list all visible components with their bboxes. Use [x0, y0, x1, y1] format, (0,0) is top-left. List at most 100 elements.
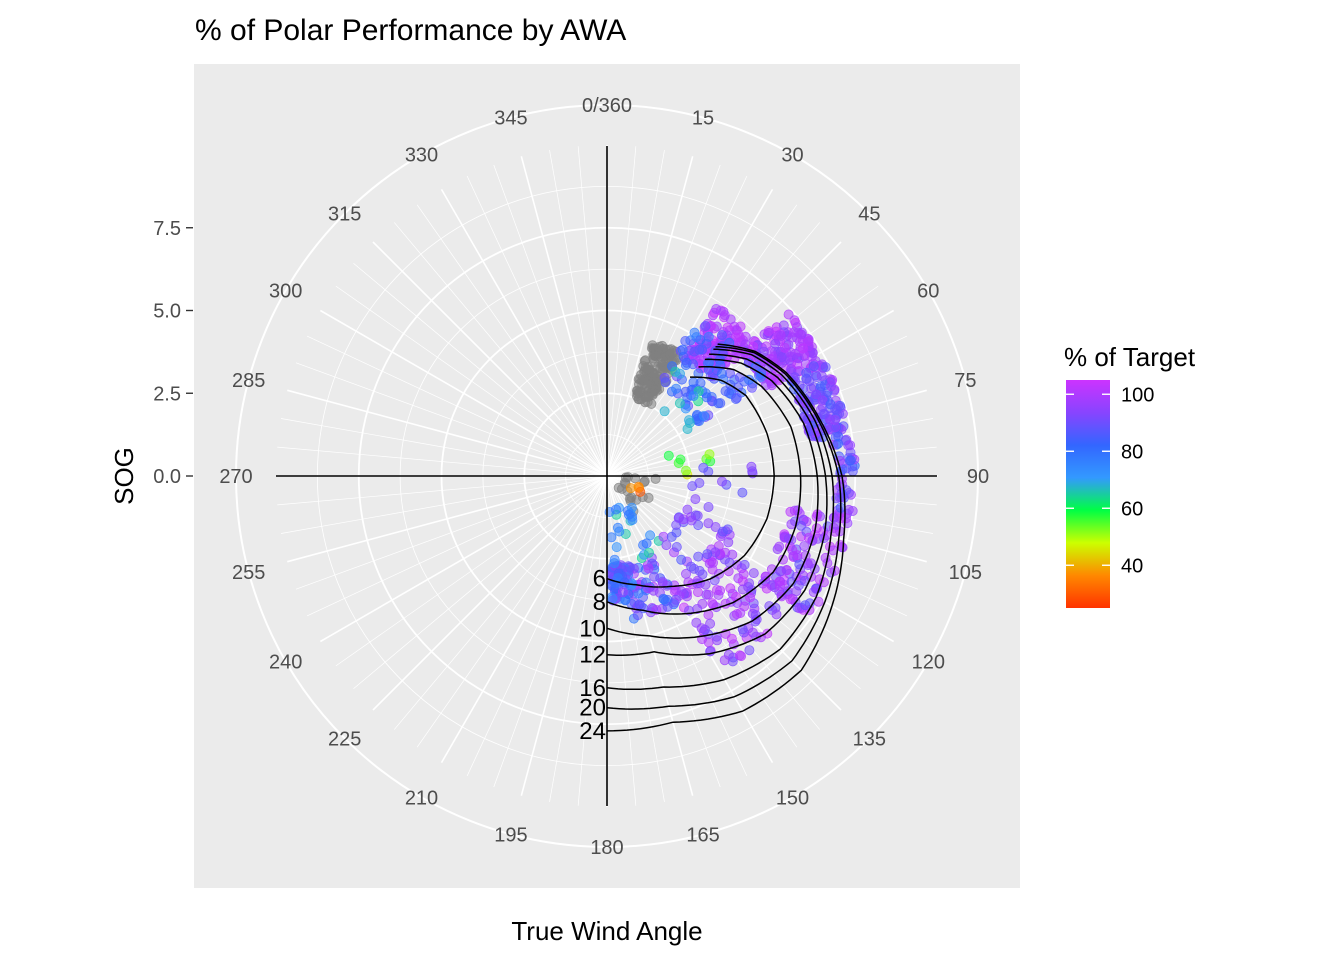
angle-label: 225 [328, 728, 361, 750]
data-point [623, 509, 634, 520]
data-point [671, 383, 682, 394]
grid-spoke [416, 475, 608, 748]
data-point [684, 415, 695, 426]
angle-label: 15 [692, 108, 714, 130]
data-point [690, 494, 701, 505]
grid-spoke [606, 309, 895, 477]
y-tick-label: 7.5 [153, 218, 181, 240]
data-point [803, 335, 814, 346]
angle-label: 60 [917, 281, 939, 303]
data-point [751, 614, 762, 625]
data-point [830, 404, 841, 415]
polar-curve-line [606, 376, 775, 588]
data-point [646, 398, 657, 409]
data-point [686, 561, 697, 572]
grid-spoke [295, 362, 608, 477]
data-point [677, 344, 688, 355]
polar-curve-line [606, 353, 828, 656]
grid-spoke [440, 475, 608, 764]
grid-spoke [393, 475, 608, 730]
data-point [701, 392, 712, 403]
data-point [719, 655, 730, 666]
y-axis-title: SOG [109, 447, 139, 505]
angle-label: 300 [269, 281, 302, 303]
data-point [811, 389, 822, 400]
data-point [712, 635, 723, 646]
grid-spoke [280, 475, 608, 534]
data-point [670, 594, 681, 605]
grid-spoke [393, 222, 608, 477]
data-point [847, 466, 858, 477]
data-point [635, 374, 646, 385]
grid-spoke [277, 475, 608, 506]
data-point [689, 346, 700, 357]
legend-ticks: 40 60 80 100 [1066, 384, 1154, 577]
grid-spoke [440, 188, 608, 477]
data-point [653, 361, 664, 372]
polar-curve-label: 12 [579, 642, 606, 669]
angle-label: 90 [967, 466, 989, 488]
legend-tick-label: 80 [1121, 441, 1143, 463]
grid-spoke [577, 146, 608, 477]
data-point [711, 303, 722, 314]
data-point [680, 335, 691, 346]
data-point [666, 531, 677, 542]
angle-label: 315 [328, 204, 361, 226]
data-point [776, 566, 787, 577]
legend-tick-label: 60 [1121, 498, 1143, 520]
crosshair-axes [276, 146, 937, 806]
data-point [776, 352, 787, 363]
polar-curve-label: 6 [593, 566, 606, 593]
data-point [800, 600, 811, 611]
color-legend: % of Target 40 60 80 100 [1064, 342, 1196, 608]
grid-spoke [606, 475, 895, 643]
polar-curve-line [606, 348, 835, 691]
data-point [703, 358, 714, 369]
data-point [634, 599, 645, 610]
data-point [606, 532, 617, 543]
data-point [815, 381, 826, 392]
data-point [697, 569, 708, 580]
data-point [681, 568, 692, 579]
data-point [686, 515, 697, 526]
angle-label: 120 [912, 652, 945, 674]
data-point [703, 637, 714, 648]
data-point [775, 580, 786, 591]
data-point [693, 368, 704, 379]
grid-spoke [606, 475, 637, 806]
data-point [624, 493, 635, 504]
data-point [632, 391, 643, 402]
grid-spoke [549, 149, 608, 477]
data-point [611, 504, 622, 515]
data-point [693, 587, 704, 598]
grid-spoke [606, 149, 665, 477]
data-point [818, 408, 829, 419]
grid-spoke [606, 475, 748, 777]
data-point [844, 455, 855, 466]
data-point [779, 532, 790, 543]
angle-label: 165 [686, 824, 719, 846]
angle-label: 210 [405, 787, 438, 809]
legend-tick-label: 40 [1121, 555, 1143, 577]
data-point [643, 492, 654, 503]
legend-colorbar [1066, 380, 1110, 608]
grid-spoke [319, 475, 608, 643]
data-point [661, 540, 672, 551]
grid-spoke [606, 475, 721, 788]
data-point [817, 395, 828, 406]
data-point [826, 381, 837, 392]
data-point [659, 406, 670, 417]
grid-spoke [353, 475, 608, 690]
grid-spoke [306, 335, 608, 477]
data-point [641, 390, 652, 401]
grid-spoke [606, 335, 908, 477]
angle-labels: 0/360 15 30 45 60 75 90 105 120 135 150 165 180 195 21… [219, 95, 989, 859]
data-point [790, 317, 801, 328]
grid-spoke [353, 262, 608, 477]
angle-label: 45 [858, 204, 880, 226]
data-point [705, 618, 716, 629]
data-point [699, 410, 710, 421]
data-point [691, 332, 702, 343]
data-point [688, 359, 699, 370]
data-point [717, 368, 728, 379]
